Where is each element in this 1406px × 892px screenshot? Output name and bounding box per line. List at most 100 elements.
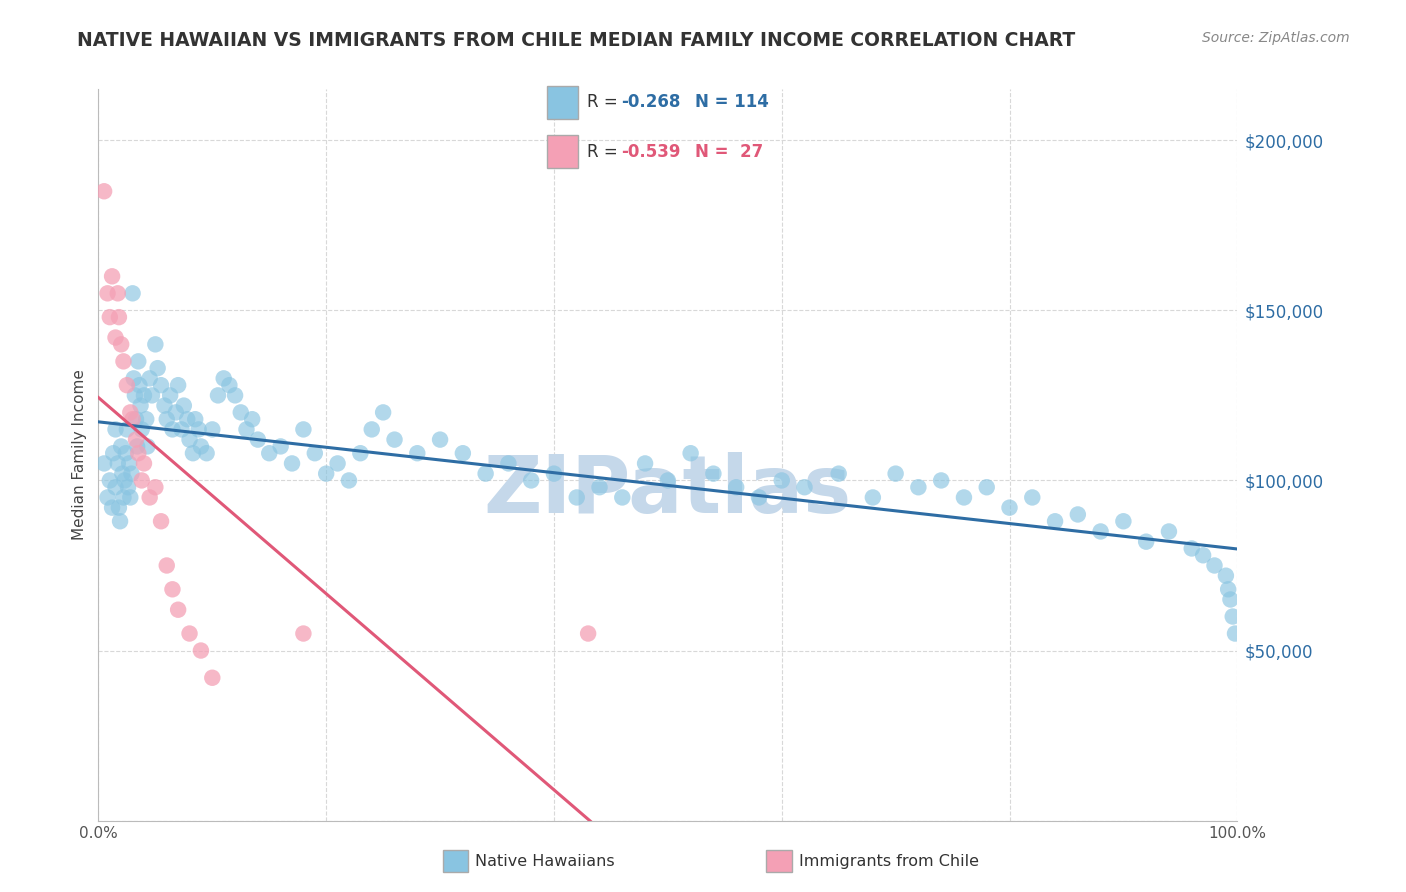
Point (315, 467, 337, 481)
Point (179, 433, 201, 447)
Point (498, 457, 520, 471)
Point (725, 480, 748, 494)
Point (132, 457, 155, 471)
Point (162, 582, 184, 597)
Text: N = 114: N = 114 (695, 94, 769, 112)
Point (349, 446, 371, 460)
Point (93, 184, 115, 198)
Point (98, 310, 121, 325)
Point (770, 474, 793, 488)
Point (953, 491, 976, 505)
Point (828, 467, 851, 481)
Point (184, 412, 207, 426)
Text: ZIPatlas: ZIPatlas (484, 452, 852, 531)
Point (170, 422, 193, 436)
Point (181, 446, 204, 460)
Point (360, 422, 382, 436)
Point (125, 412, 148, 426)
Point (212, 371, 235, 385)
Point (474, 467, 496, 481)
Point (1043, 514, 1066, 528)
Point (108, 500, 131, 515)
Point (292, 626, 315, 640)
Point (101, 500, 124, 515)
Point (281, 457, 304, 471)
Point (201, 671, 224, 685)
Point (141, 388, 163, 402)
Point (907, 480, 929, 494)
Point (998, 500, 1021, 515)
Point (224, 388, 246, 402)
Point (138, 491, 160, 505)
Point (1222, 609, 1244, 624)
Point (612, 491, 634, 505)
Text: Native Hawaiians: Native Hawaiians (475, 855, 614, 869)
Point (96, 491, 118, 505)
Point (162, 422, 184, 436)
Point (96, 286, 118, 301)
Text: -0.539: -0.539 (621, 143, 681, 161)
Point (150, 378, 173, 392)
Point (702, 467, 724, 481)
Point (929, 474, 952, 488)
Point (1090, 524, 1112, 539)
Point (159, 388, 181, 402)
Point (179, 626, 201, 640)
Point (304, 446, 326, 460)
Point (451, 446, 474, 460)
Point (634, 457, 657, 471)
Point (108, 514, 131, 528)
Point (1219, 592, 1241, 607)
Point (114, 446, 136, 460)
Point (115, 378, 138, 392)
Point (110, 337, 132, 351)
Point (1218, 582, 1240, 597)
Point (218, 378, 240, 392)
Point (520, 474, 543, 488)
Point (270, 439, 292, 453)
Point (884, 467, 907, 481)
Point (150, 514, 173, 528)
Point (679, 446, 702, 460)
Point (1135, 534, 1157, 549)
Point (167, 378, 190, 392)
Point (371, 405, 394, 419)
Point (201, 422, 224, 436)
Point (146, 361, 169, 376)
Point (104, 330, 127, 344)
Point (103, 446, 125, 460)
Point (93, 457, 115, 471)
FancyBboxPatch shape (547, 136, 578, 168)
Point (117, 480, 139, 494)
Point (120, 491, 142, 505)
Point (111, 467, 134, 481)
Point (246, 433, 269, 447)
Point (112, 354, 135, 368)
Point (576, 626, 599, 640)
Point (115, 422, 138, 436)
Point (748, 491, 770, 505)
Point (565, 491, 588, 505)
Point (127, 439, 149, 453)
Point (136, 439, 159, 453)
Text: NATIVE HAWAIIAN VS IMMIGRANTS FROM CHILE MEDIAN FAMILY INCOME CORRELATION CHART: NATIVE HAWAIIAN VS IMMIGRANTS FROM CHILE… (77, 31, 1076, 50)
Point (1192, 549, 1215, 563)
Point (862, 491, 884, 505)
Point (129, 399, 152, 413)
Point (118, 457, 141, 471)
Text: Immigrants from Chile: Immigrants from Chile (799, 855, 979, 869)
Point (543, 467, 565, 481)
Point (229, 405, 252, 419)
Point (176, 412, 198, 426)
Point (104, 422, 127, 436)
Text: Source: ZipAtlas.com: Source: ZipAtlas.com (1202, 31, 1350, 45)
Point (1204, 558, 1226, 573)
Point (235, 422, 257, 436)
Point (131, 474, 153, 488)
Point (107, 286, 129, 301)
Point (187, 422, 209, 436)
Point (138, 371, 160, 385)
Point (125, 433, 148, 447)
Point (165, 405, 187, 419)
Point (588, 480, 610, 494)
